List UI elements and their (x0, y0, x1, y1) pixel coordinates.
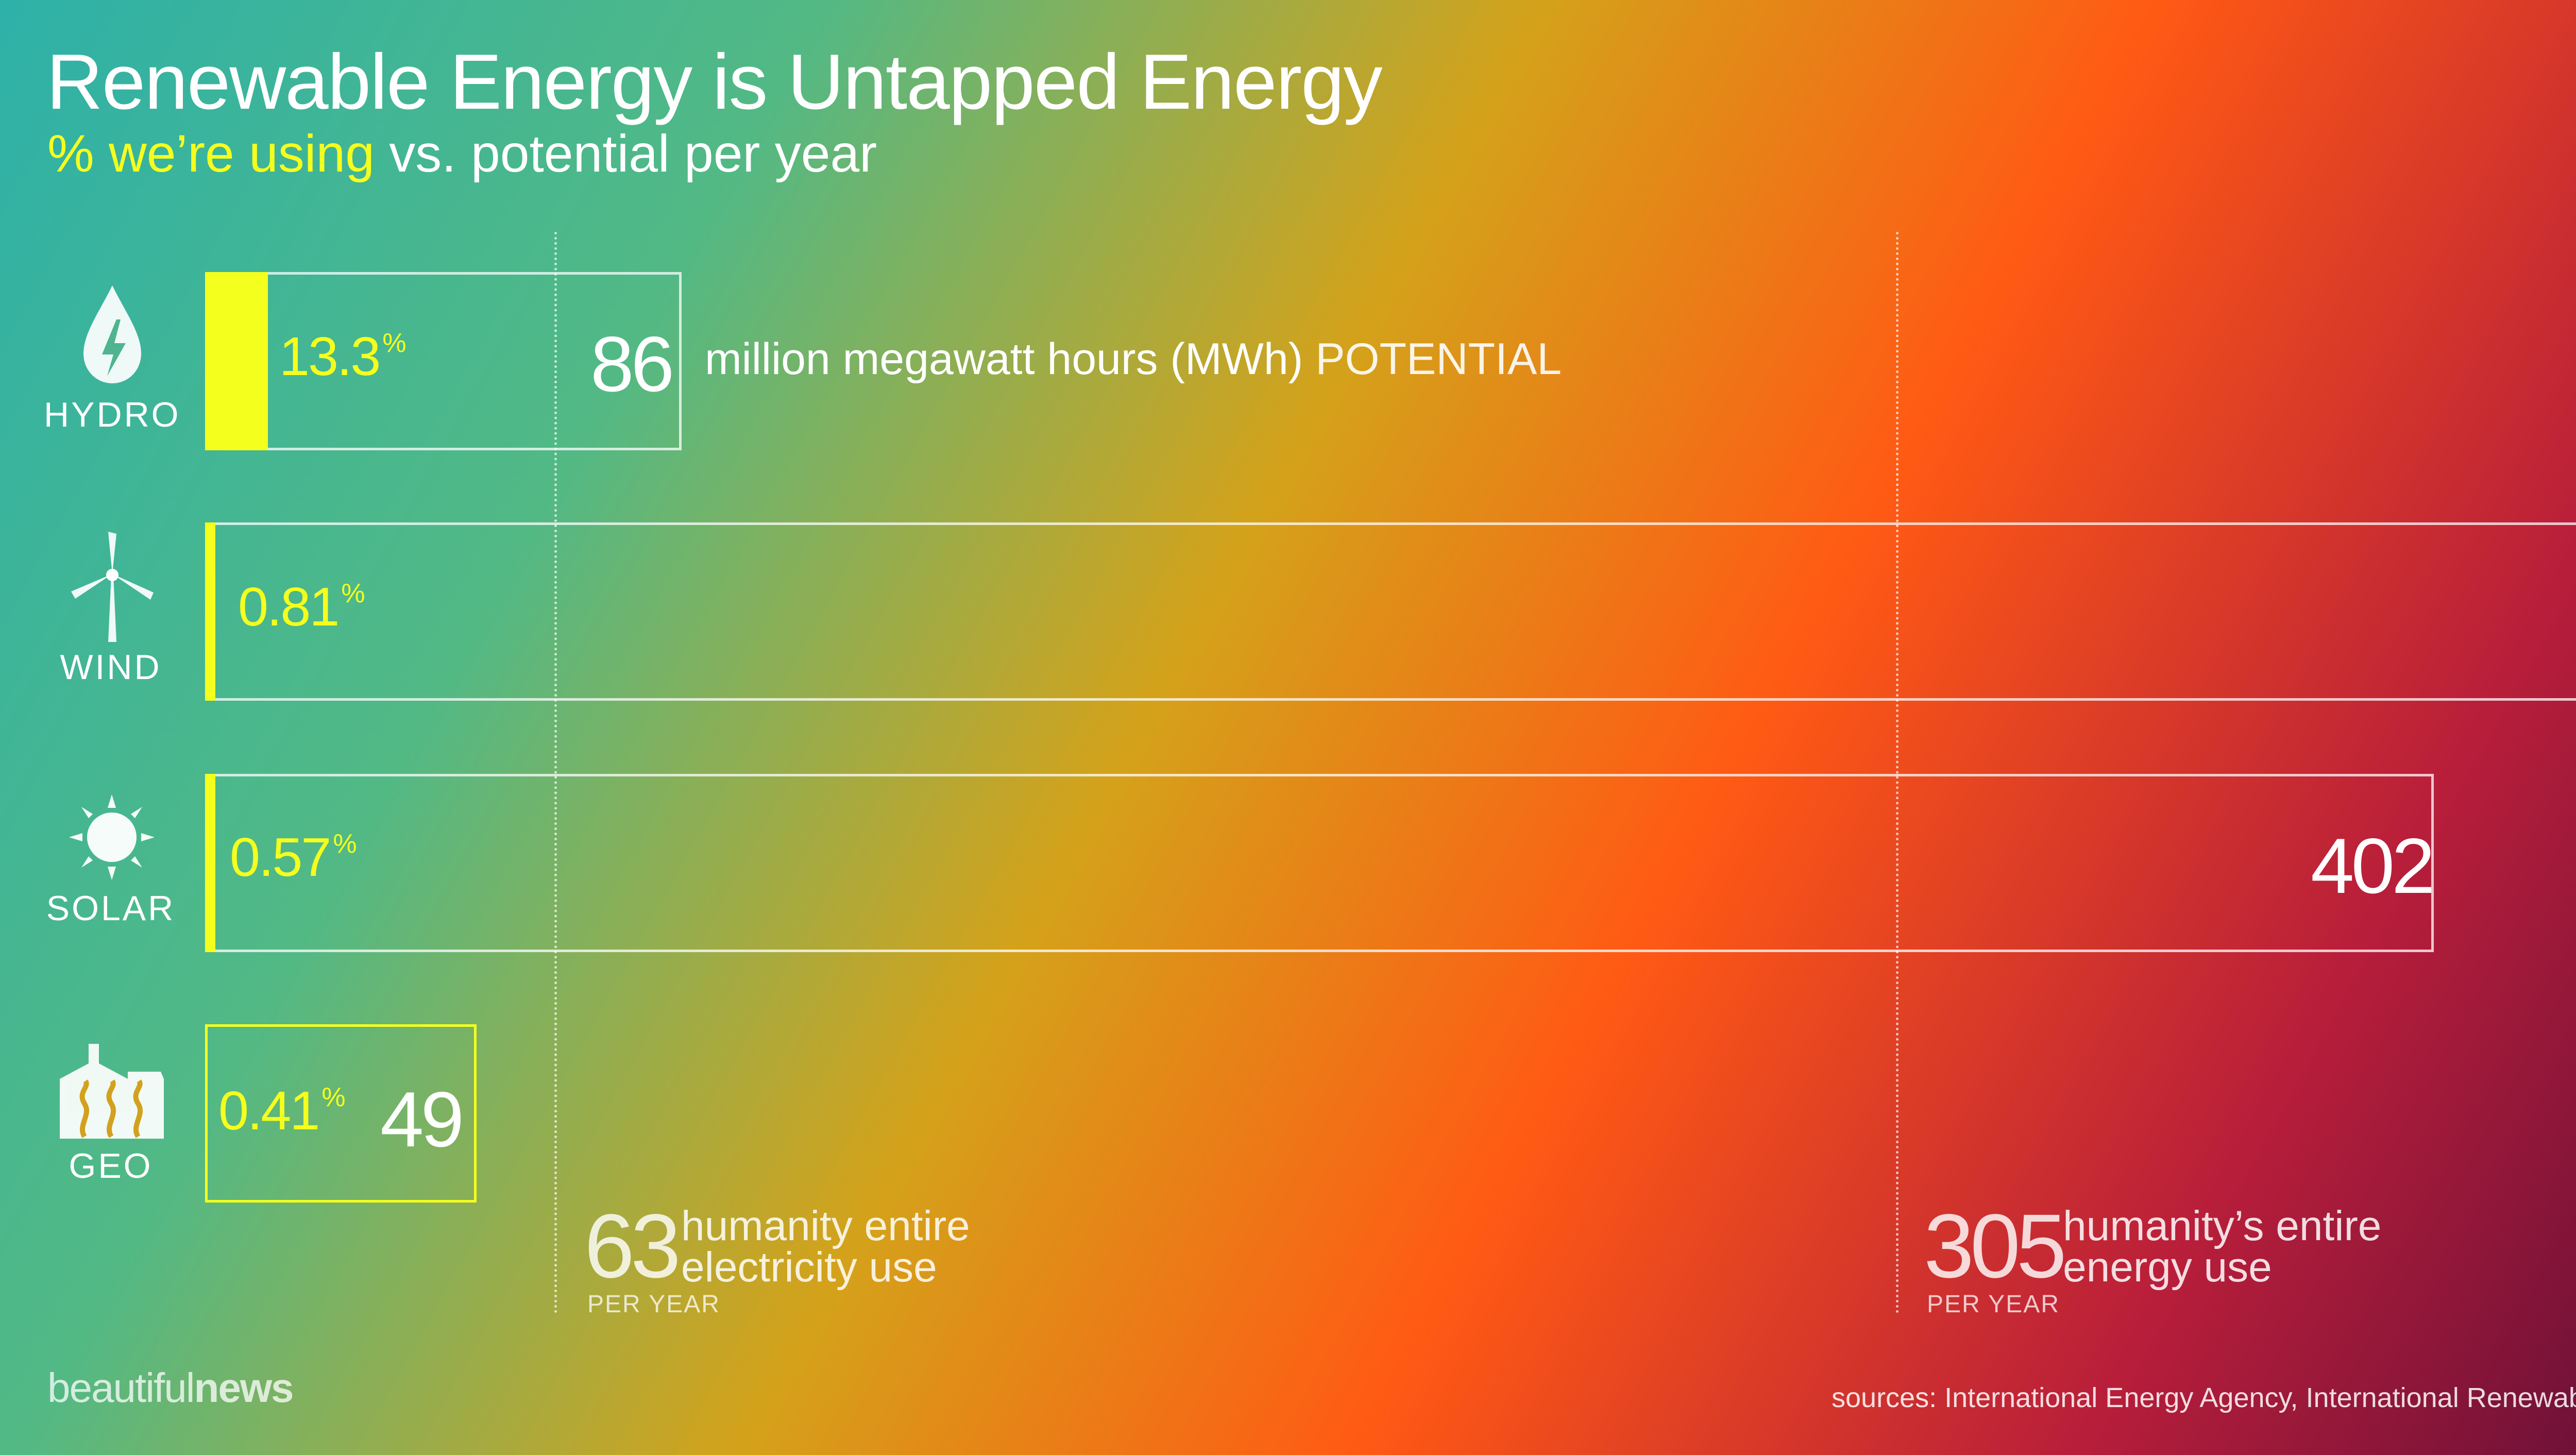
percent-label-solar: 0.57% (230, 827, 357, 888)
subtitle-rest: vs. potential per year (374, 124, 877, 183)
reference-period-electricity: PER YEAR (587, 1291, 720, 1318)
potential-value-solar: 402 (2311, 822, 2435, 910)
reference-desc-electricity-line2: electricity use (681, 1244, 937, 1291)
geothermal-plant-icon (60, 1044, 164, 1139)
potential-bar-solar (205, 774, 2434, 952)
water-drop-bolt-icon (83, 285, 141, 383)
reference-desc-energy-line1: humanity’s entire (2063, 1203, 2382, 1249)
used-fill-solar (205, 774, 215, 952)
wind-turbine-icon (71, 532, 154, 642)
reference-line-energy (1895, 232, 1899, 1314)
reference-desc-energy-line2: energy use (2063, 1244, 2272, 1291)
percent-label-hydro: 13.3% (279, 326, 406, 387)
reference-value-energy: 305 (1924, 1196, 2067, 1297)
chart-subtitle: % we’re using vs. potential per year (47, 124, 877, 184)
chart-title: Renewable Energy is Untapped Energy (46, 38, 1383, 126)
reference-value-electricity: 63 (584, 1196, 681, 1297)
brand-logo: beautifulnews (47, 1365, 294, 1411)
used-fill-hydro (205, 272, 268, 450)
category-label-geo: GEO (69, 1146, 153, 1186)
unit-note: million megawatt hours (MWh) POTENTIAL (705, 334, 1562, 384)
used-fill-wind (205, 522, 215, 701)
subtitle-highlight: % we’re using (47, 124, 375, 183)
potential-bar-geo (205, 1024, 477, 1203)
percent-label-geo: 0.41% (218, 1080, 346, 1141)
sources-note: sources: International Energy Agency, In… (1832, 1382, 2576, 1413)
potential-value-hydro: 86 (590, 320, 674, 408)
reference-line-electricity (554, 232, 557, 1314)
category-label-wind: WIND (60, 648, 162, 687)
sun-icon (69, 794, 155, 880)
reference-period-energy: PER YEAR (1927, 1291, 2060, 1318)
category-label-solar: SOLAR (46, 889, 176, 928)
category-label-hydro: HYDRO (44, 395, 181, 434)
potential-bar-wind (205, 522, 2576, 701)
reference-desc-electricity-line1: humanity entire (681, 1203, 970, 1249)
percent-label-wind: 0.81% (238, 577, 365, 637)
potential-value-geo: 49 (380, 1076, 464, 1163)
